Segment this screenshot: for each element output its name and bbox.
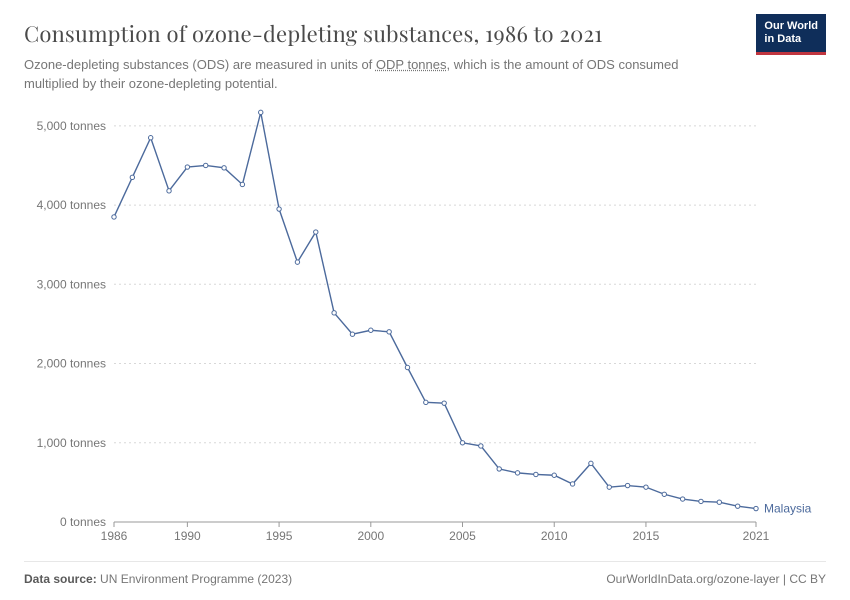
series-marker	[497, 467, 501, 471]
y-tick-label: 5,000 tonnes	[37, 119, 106, 133]
x-tick-label: 2015	[633, 529, 660, 543]
x-tick-label: 2005	[449, 529, 476, 543]
series-marker	[515, 471, 519, 475]
attribution: OurWorldInData.org/ozone-layer | CC BY	[606, 572, 826, 586]
series-marker	[277, 207, 281, 211]
series-marker	[148, 136, 152, 140]
series-marker	[130, 175, 134, 179]
x-tick-label: 1995	[266, 529, 293, 543]
series-marker	[607, 485, 611, 489]
data-source-value: UN Environment Programme (2023)	[100, 572, 292, 586]
series-marker	[405, 365, 409, 369]
logo-line1: Our World	[764, 20, 818, 32]
subtitle-pre: Ozone-depleting substances (ODS) are mea…	[24, 57, 376, 72]
series-marker	[644, 485, 648, 489]
series-marker	[680, 497, 684, 501]
series-marker	[460, 441, 464, 445]
series-marker	[424, 400, 428, 404]
series-marker	[314, 230, 318, 234]
series-marker	[699, 499, 703, 503]
subtitle-term-link[interactable]: ODP tonnes	[376, 57, 447, 72]
y-tick-label: 2,000 tonnes	[37, 357, 106, 371]
data-source: Data source: UN Environment Programme (2…	[24, 572, 292, 586]
y-tick-label: 0 tonnes	[60, 515, 106, 529]
series-marker	[625, 483, 629, 487]
series-marker	[369, 328, 373, 332]
series-marker	[185, 165, 189, 169]
series-marker	[552, 473, 556, 477]
series-marker	[350, 332, 354, 336]
series-marker	[754, 506, 758, 510]
footer: Data source: UN Environment Programme (2…	[24, 561, 826, 586]
x-tick-label: 2000	[357, 529, 384, 543]
series-marker	[570, 482, 574, 486]
series-marker	[717, 500, 721, 504]
series-marker	[222, 166, 226, 170]
x-tick-label: 1990	[174, 529, 201, 543]
series-marker	[240, 182, 244, 186]
series-marker	[204, 163, 208, 167]
chart-svg: 0 tonnes 1,000 tonnes 2,000 tonnes 3,000 to…	[24, 100, 826, 552]
chart-title: Consumption of ozone-depleting substance…	[24, 18, 826, 48]
y-tick-label: 4,000 tonnes	[37, 198, 106, 212]
series-marker	[662, 492, 666, 496]
series-marker	[112, 215, 116, 219]
x-tick-label: 1986	[101, 529, 128, 543]
y-tick-label: 3,000 tonnes	[37, 277, 106, 291]
logo-line2: in Data	[764, 33, 801, 45]
series-marker	[442, 401, 446, 405]
data-source-label: Data source:	[24, 572, 97, 586]
chart-subtitle: Ozone-depleting substances (ODS) are mea…	[24, 56, 704, 94]
series-marker	[534, 472, 538, 476]
series-line-malaysia	[114, 112, 756, 508]
series-label-malaysia: Malaysia	[764, 502, 812, 516]
x-tick-label: 2010	[541, 529, 568, 543]
series-marker	[735, 504, 739, 508]
series-marker	[387, 330, 391, 334]
x-tick-label: 2021	[743, 529, 770, 543]
y-tick-label: 1,000 tonnes	[37, 436, 106, 450]
series-marker	[167, 189, 171, 193]
header: Our World in Data Consumption of ozone-d…	[0, 0, 850, 102]
chart-area: 0 tonnes 1,000 tonnes 2,000 tonnes 3,000 to…	[24, 100, 826, 552]
series-marker	[259, 110, 263, 114]
series-marker	[295, 260, 299, 264]
series-marker	[332, 311, 336, 315]
series-marker	[589, 461, 593, 465]
series-marker	[479, 444, 483, 448]
owid-logo: Our World in Data	[756, 14, 826, 55]
